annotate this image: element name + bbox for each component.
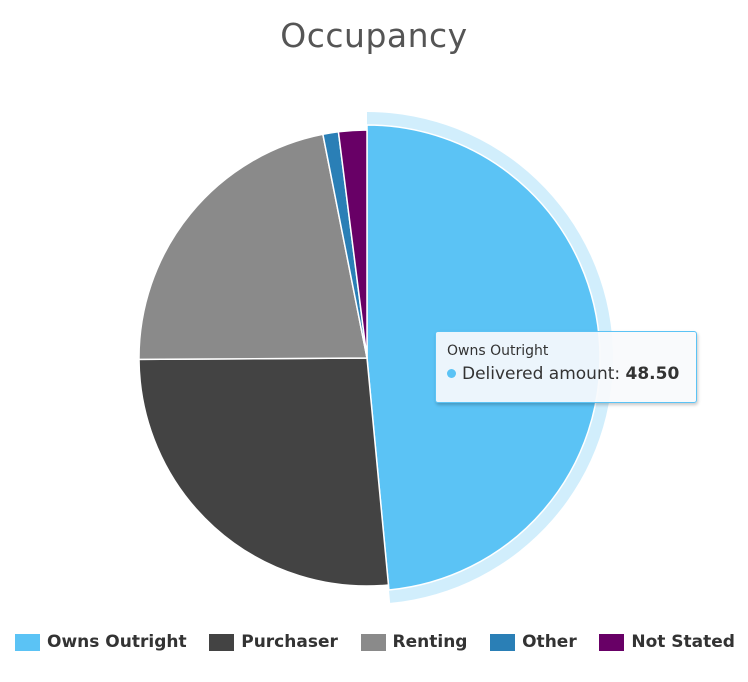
tooltip-line: Delivered amount: 48.50 <box>447 360 686 388</box>
tooltip-series-label: Delivered amount: <box>462 364 621 384</box>
legend-swatch <box>490 633 516 651</box>
legend-label: Renting <box>392 632 468 652</box>
legend-item-purchaser[interactable]: Purchaser <box>209 632 338 652</box>
pie-slice-renting[interactable] <box>138 133 368 361</box>
legend-item-owns-outright[interactable]: Owns Outright <box>15 632 187 652</box>
legend-label: Owns Outright <box>47 632 187 652</box>
legend-item-other[interactable]: Other <box>490 632 577 652</box>
tooltip-dot-icon <box>447 369 456 378</box>
legend-label: Purchaser <box>241 632 338 652</box>
legend-swatch <box>209 633 235 651</box>
legend-label: Other <box>522 632 577 652</box>
legend-item-renting[interactable]: Renting <box>360 632 468 652</box>
tooltip-value: 48.50 <box>625 364 680 384</box>
tooltip: Owns Outright Delivered amount: 48.50 <box>435 331 697 403</box>
legend-swatch <box>599 633 625 651</box>
legend-swatch <box>15 633 40 651</box>
legend-swatch <box>360 633 386 651</box>
pie-slice-not-stated[interactable] <box>337 129 368 359</box>
chart-title: Occupancy <box>280 16 468 55</box>
legend-label: Not Stated <box>631 632 735 652</box>
legend: Owns Outright Purchaser Renting Other Not St… <box>15 628 735 656</box>
pie-slice-purchaser[interactable] <box>138 357 390 587</box>
legend-item-not-stated[interactable]: Not Stated <box>599 632 735 652</box>
tooltip-title: Owns Outright <box>447 343 549 359</box>
